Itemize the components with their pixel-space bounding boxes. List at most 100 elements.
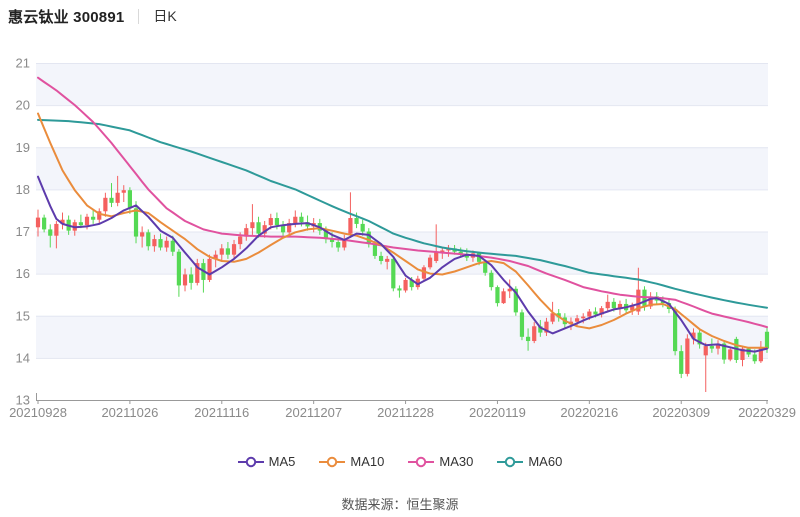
candle xyxy=(54,220,59,249)
ma60-line xyxy=(37,118,768,309)
candle xyxy=(121,185,126,203)
candle xyxy=(758,341,763,363)
candle xyxy=(201,258,206,293)
candle xyxy=(48,224,53,248)
candle xyxy=(415,275,420,290)
candle xyxy=(697,330,702,349)
candle xyxy=(427,254,433,270)
y-axis-label: 13 xyxy=(16,393,30,408)
y-axis-label: 14 xyxy=(16,350,30,365)
x-axis-label: 20210928 xyxy=(9,405,67,420)
stock-title: 惠云钛业 300891 xyxy=(8,8,125,26)
candle xyxy=(225,242,231,259)
candle xyxy=(378,251,384,265)
candle xyxy=(146,229,151,251)
legend: MA5 MA10 MA30 MA60 xyxy=(0,454,800,469)
chart-header: 惠云钛业 300891 日K xyxy=(8,6,177,26)
candle xyxy=(648,292,653,310)
candle xyxy=(360,219,365,236)
ma30-line xyxy=(37,76,768,329)
candle xyxy=(397,285,402,298)
candle xyxy=(556,309,561,322)
legend-item-ma5[interactable]: MA5 xyxy=(237,454,296,469)
candle xyxy=(703,342,708,392)
candle xyxy=(501,288,506,304)
y-axis-label: 18 xyxy=(16,182,30,197)
legend-item-ma10[interactable]: MA10 xyxy=(319,454,384,469)
ma5-line xyxy=(37,175,768,353)
candle xyxy=(231,239,237,259)
candle xyxy=(164,236,169,252)
legend-item-ma60[interactable]: MA60 xyxy=(497,454,562,469)
y-axis-label: 19 xyxy=(16,140,30,155)
candle xyxy=(176,249,181,297)
candle xyxy=(109,183,114,208)
kline-chart[interactable]: 21 20 19 18 17 16 15 14 13 20210928 20211026 202111… xyxy=(0,0,800,432)
candle xyxy=(219,244,224,261)
candle xyxy=(103,192,108,217)
candle xyxy=(605,294,610,312)
candle xyxy=(140,226,145,248)
y-axis-labels: 21 20 19 18 17 16 15 14 13 xyxy=(16,56,30,408)
legend-marker-icon xyxy=(497,456,524,467)
candle xyxy=(489,270,494,291)
candle xyxy=(133,201,139,244)
x-axis-label: 20220309 xyxy=(652,405,710,420)
ma10-line xyxy=(37,112,768,349)
x-axis-label: 20211207 xyxy=(285,405,342,420)
candle xyxy=(42,214,47,233)
candle xyxy=(207,254,212,283)
title-separator xyxy=(138,8,140,24)
candle xyxy=(519,309,525,341)
data-source-note: 数据来源：恒生聚源 xyxy=(341,497,459,512)
candle xyxy=(348,192,353,238)
x-axis-label: 20220216 xyxy=(560,405,618,420)
candle xyxy=(158,233,163,251)
candle xyxy=(280,220,286,237)
x-axis-label: 20211026 xyxy=(101,405,158,420)
candle xyxy=(127,187,132,214)
candle xyxy=(60,212,65,230)
legend-label: MA10 xyxy=(350,454,385,469)
candle xyxy=(182,268,188,292)
candle xyxy=(544,317,549,336)
y-axis-label: 15 xyxy=(16,308,30,323)
candle xyxy=(507,279,512,299)
candle xyxy=(722,340,727,364)
candle xyxy=(78,214,83,229)
period-tab-daily-k[interactable]: 日K xyxy=(153,8,177,24)
x-axis-label: 20211228 xyxy=(377,405,434,420)
legend-label: MA5 xyxy=(268,454,296,469)
candle xyxy=(152,234,157,252)
candle xyxy=(434,224,439,264)
candle xyxy=(403,277,408,293)
x-axis-label: 20220119 xyxy=(469,405,526,420)
candle xyxy=(532,322,537,344)
candle xyxy=(728,346,733,362)
candle xyxy=(287,218,292,235)
candle xyxy=(599,306,604,318)
legend-marker-icon xyxy=(408,456,435,467)
legend-item-ma30[interactable]: MA30 xyxy=(408,454,473,469)
background-bands xyxy=(36,63,768,358)
candle xyxy=(250,204,255,235)
x-axis-label: 20220329 xyxy=(738,405,796,420)
candle xyxy=(421,265,427,280)
candle xyxy=(679,345,684,379)
y-axis-label: 21 xyxy=(16,56,30,71)
candle xyxy=(685,334,690,377)
candle xyxy=(189,267,194,290)
candle xyxy=(673,306,678,356)
candle xyxy=(636,267,641,315)
candle xyxy=(691,328,696,345)
candle xyxy=(391,257,396,292)
candle xyxy=(256,216,261,238)
candle xyxy=(97,208,102,224)
candle xyxy=(525,328,531,351)
y-axis-label: 17 xyxy=(16,224,30,239)
candle xyxy=(495,285,500,307)
x-axis-label: 20211116 xyxy=(194,405,249,420)
candle xyxy=(385,255,390,270)
legend-label: MA30 xyxy=(439,454,474,469)
